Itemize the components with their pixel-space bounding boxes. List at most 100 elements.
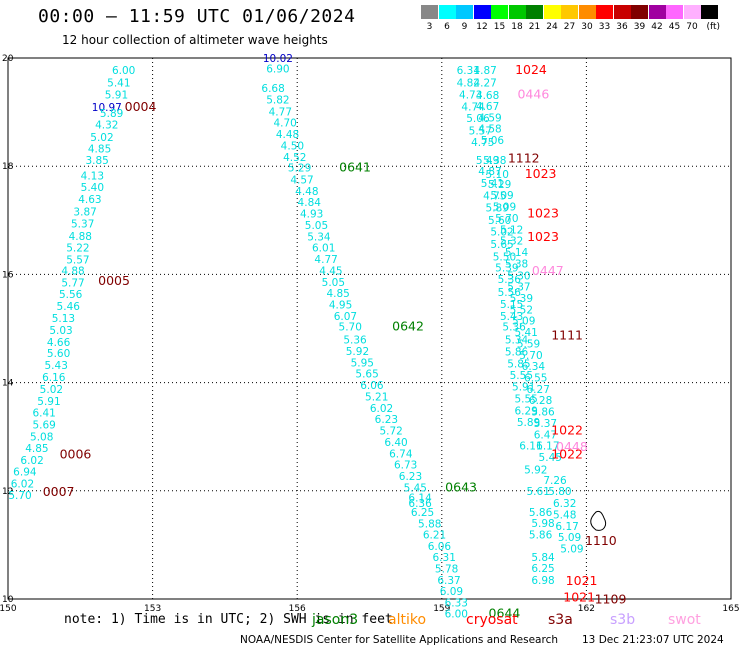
legend-swatch (473, 5, 491, 19)
wave-height-label: 5.02 (490, 226, 513, 238)
wave-height-label: 5.30 (507, 270, 530, 282)
mission-altiko: altiko (388, 612, 427, 628)
wave-height-label: 5.09 (560, 543, 583, 555)
wave-height-label: 5.09 (493, 202, 516, 214)
pass-time-label: 0005 (98, 273, 130, 288)
wave-height-label: 4.59 (478, 112, 501, 124)
wave-height-label: 4.85 (25, 443, 48, 455)
wave-height-label: 6.06 (360, 380, 384, 392)
wave-height-label: 5.91 (105, 90, 128, 102)
wave-height-label: 5.60 (47, 348, 70, 360)
wave-height-label: 5.37 (507, 282, 530, 294)
wave-height-label: 5.91 (37, 396, 60, 408)
legend-label: 27 (563, 22, 576, 32)
legend-label: 15 (493, 22, 506, 32)
wave-height-label: 4.45 (319, 265, 342, 277)
legend-swatch (491, 5, 508, 19)
wave-height-label: 6.02 (11, 479, 34, 491)
wave-height-label: 3.87 (73, 206, 96, 218)
wave-height-label: 5.02 (90, 132, 113, 144)
wave-height-label: 6.23 (399, 471, 422, 483)
pass-time-label: 1021 (563, 590, 595, 605)
chart-subtitle: 12 hour collection of altimeter wave hei… (62, 33, 328, 47)
wave-height-label: 6.41 (32, 408, 55, 420)
wave-height-label: 4.63 (78, 194, 101, 206)
legend-swatch (613, 5, 631, 19)
wave-height-label: 6.34 (522, 361, 546, 373)
wave-height-label: 6.25 (531, 563, 554, 575)
wave-height-label: 5.59 (517, 338, 540, 350)
wave-height-label: 5.48 (553, 509, 576, 521)
legend-label: 18 (511, 22, 523, 32)
wave-height-label: 4.75 (483, 191, 506, 203)
pass-time-label: 0643 (445, 479, 477, 494)
wave-height-label: 5.60 (488, 215, 511, 227)
pass-time-label: 0004 (125, 99, 157, 114)
wave-height-label: 5.84 (531, 552, 555, 564)
pass-time-label: 1109 (595, 591, 627, 606)
mission-s3b: s3b (610, 612, 636, 628)
pass-time-label: 1024 (515, 62, 547, 77)
wave-height-label: 5.89 (100, 108, 123, 120)
pass-time-label: 1111 (551, 327, 583, 342)
wave-height-label: 5.38 (505, 258, 528, 270)
wave-height-label: 5.02 (40, 384, 63, 396)
wave-height-label: 4.58 (478, 124, 501, 136)
wave-height-label: 5.41 (107, 78, 130, 90)
wave-height-label: 10.97 (92, 102, 122, 114)
wave-height-label: 4.85 (326, 288, 349, 300)
wave-height-label: 5.70 (8, 490, 31, 502)
wave-height-label: 5.92 (346, 346, 369, 358)
chart-title: 00:00 – 11:59 UTC 01/06/2024 (38, 6, 356, 27)
wave-height-label: 5.55 (514, 394, 537, 406)
wave-height-label: 5.09 (512, 316, 535, 328)
y-tick-label: 20 (2, 54, 14, 64)
pass-time-label: 0641 (339, 160, 371, 175)
wave-height-label: 6.98 (531, 575, 554, 587)
wave-height-label: 6.94 (13, 467, 37, 479)
wave-height-label: 5.10 (486, 169, 509, 181)
legend-swatch (701, 5, 718, 19)
x-tick-label: 153 (144, 604, 161, 614)
legend-label: 39 (633, 22, 646, 32)
wave-height-label: 6.01 (312, 243, 335, 255)
wave-height-label: 6.23 (375, 414, 398, 426)
mission-s3a: s3a (548, 612, 573, 628)
wave-height-label: 4.73 (459, 90, 482, 102)
wave-height-label: 5.56 (498, 287, 522, 299)
wave-height-label: 5.05 (322, 277, 345, 289)
wave-height-label: 6.17 (536, 441, 559, 453)
wave-height-label: 5.56 (59, 289, 83, 301)
wave-height-label: 5.82 (266, 94, 289, 106)
wave-height-label: 5.89 (517, 417, 540, 429)
legend-unit: (ft) (706, 22, 721, 32)
wave-height-label: 6.17 (555, 521, 578, 533)
wave-height-label: 6.25 (411, 507, 434, 519)
y-tick-label: 10 (2, 595, 14, 605)
mission-legend: jason3 altiko cryosat s3a s3b swot (0, 612, 740, 630)
wave-height-label: 5.86 (531, 407, 555, 419)
wave-height-label: 10.02 (263, 53, 293, 65)
wave-height-label: 4.32 (95, 119, 118, 131)
wave-height-label: 6.29 (514, 406, 537, 418)
legend-swatch (543, 5, 561, 19)
wave-height-label: 4.52 (283, 152, 306, 164)
legend-label: 36 (616, 22, 628, 32)
wave-height-label: 4.75 (471, 137, 494, 149)
wave-height-label: 4.87 (473, 65, 496, 77)
wave-height-label: 6.21 (423, 529, 446, 541)
wave-height-label: 5.14 (505, 247, 529, 259)
wave-height-label: 4.48 (276, 129, 299, 141)
legend-swatch (683, 5, 701, 19)
wave-height-label: 5.72 (379, 426, 402, 438)
plot-frame (7, 57, 732, 600)
wave-height-label: 6.73 (394, 460, 417, 472)
y-tick-label: 18 (2, 162, 14, 172)
footnote: note: 1) Time is in UTC; 2) SWH is in fe… (64, 612, 393, 627)
wave-height-label: 6.16 (42, 372, 66, 384)
wave-height-label: 5.39 (510, 293, 533, 305)
legend-swatch (631, 5, 648, 19)
legend-swatch (666, 5, 683, 19)
wave-height-label: 5.45 (404, 482, 427, 494)
wave-height-label: 4.13 (81, 171, 104, 183)
